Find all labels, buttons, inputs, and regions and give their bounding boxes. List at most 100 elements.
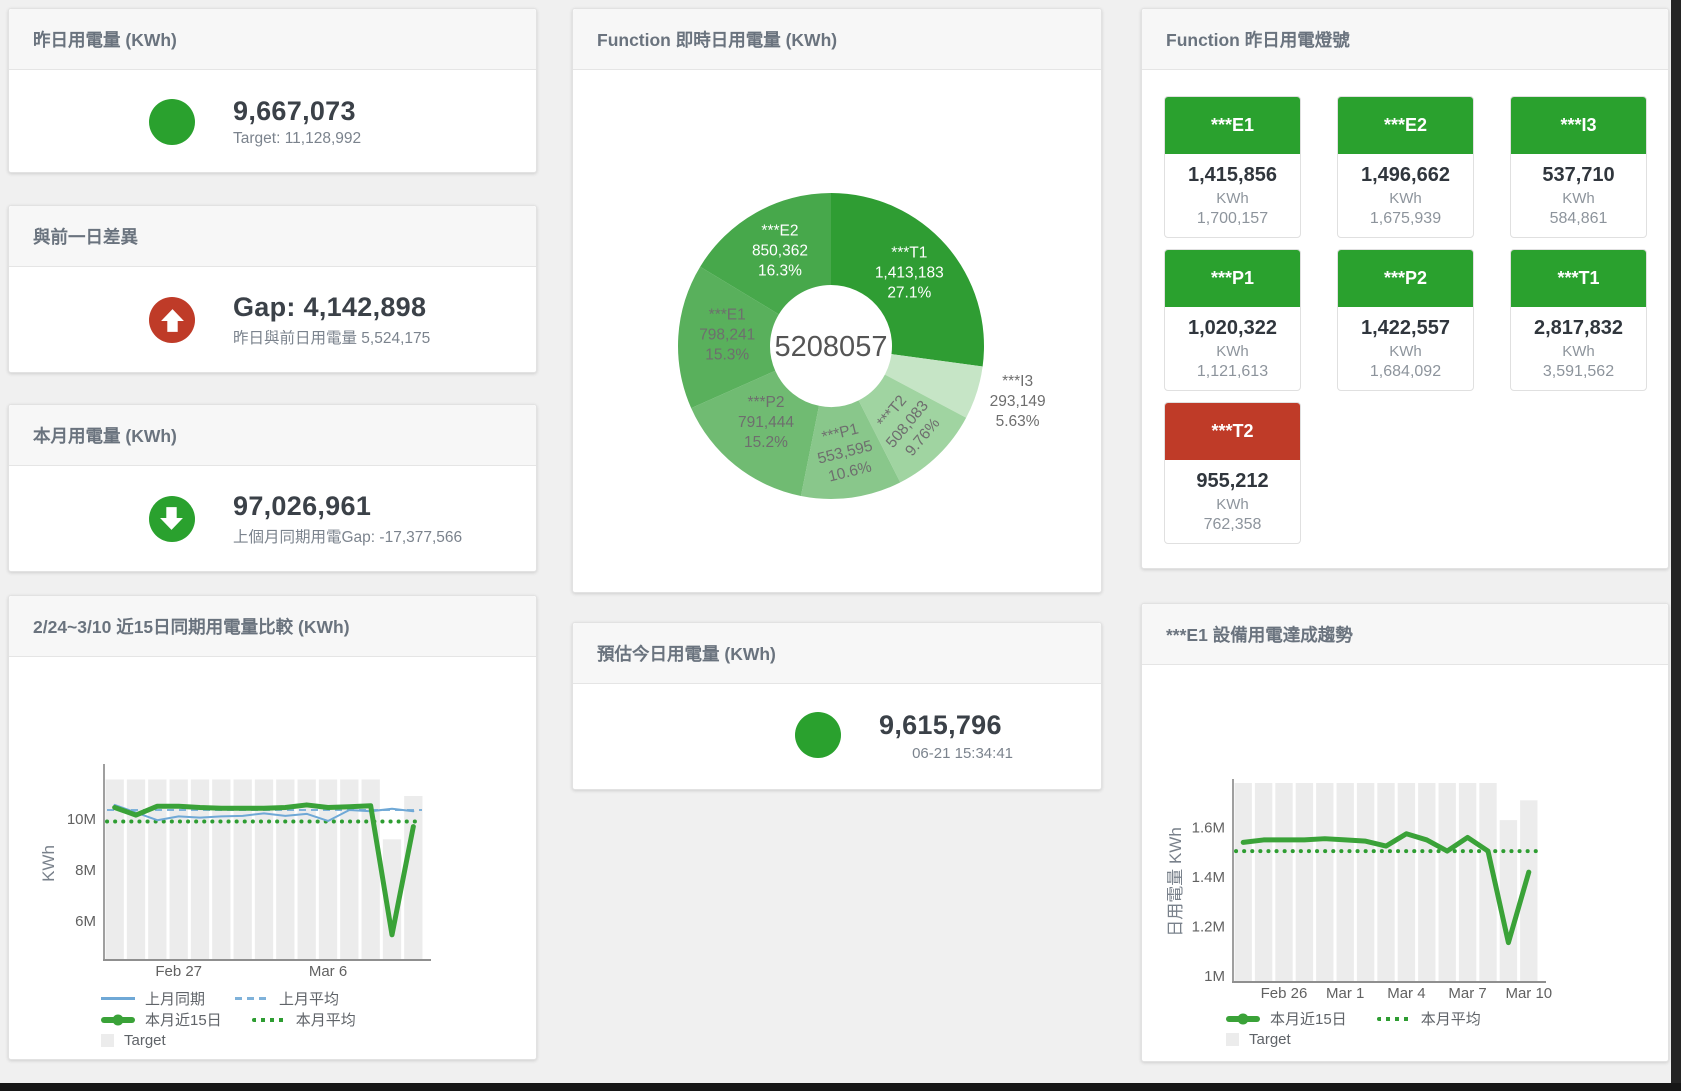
target-bar — [1499, 820, 1518, 981]
card-title: 預估今日用電量 (KWh) — [573, 623, 1101, 684]
arrow-down-icon — [149, 496, 195, 542]
target-bar — [1316, 783, 1334, 981]
legend-item-thick[interactable]: 本月近15日 — [1226, 1008, 1347, 1029]
target-bar — [1520, 800, 1538, 981]
light-tile-unit: KWh — [1216, 190, 1249, 207]
target-bar — [1418, 783, 1436, 981]
kpi-value: Gap: 4,142,898 — [233, 292, 427, 322]
x-tick-label: Mar 4 — [1387, 985, 1425, 1002]
donut-slice-T2[interactable] — [858, 374, 967, 483]
card-realtime-donut: Function 即時日用電量 (KWh) ***T1 1,413,183 27.1… — [572, 8, 1102, 593]
donut-label: ***P2 791,444 15.2% — [738, 394, 794, 451]
light-tile-value: 1,422,557 — [1361, 317, 1450, 339]
target-bar — [1275, 783, 1293, 981]
light-tile-header: ***E2 — [1338, 97, 1473, 154]
card-title: ***E1 設備用電達成趨勢 — [1142, 604, 1668, 665]
x-tick-label: Feb 26 — [1261, 985, 1308, 1002]
kpi-timestamp: 06-21 15:34:41 — [912, 745, 1013, 762]
series-line — [113, 803, 415, 822]
card-title-text: 預估今日用電量 (KWh) — [597, 643, 776, 664]
donut-slice-E1[interactable] — [678, 266, 779, 409]
kpi-body: 9,615,796 06-21 15:34:41 — [573, 684, 1101, 790]
target-bar — [1438, 783, 1456, 981]
legend-item-dots[interactable]: 本月平均 — [251, 1009, 356, 1030]
legend-item-dots[interactable]: 本月平均 — [1376, 1008, 1481, 1029]
light-tile-header: ***E1 — [1165, 97, 1300, 154]
donut-slice-P1[interactable] — [800, 400, 901, 499]
series-line — [112, 802, 416, 938]
card-yesterday-lights: Function 昨日用電燈號 ***E1 1,415,856 KWh 1,700,1… — [1141, 8, 1669, 569]
legend-swatch — [101, 1034, 114, 1047]
legend-item-thick[interactable]: 本月近15日 — [101, 1009, 222, 1030]
kpi-value: 9,615,796 — [879, 710, 1002, 740]
target-bar — [1479, 783, 1497, 981]
target-bar — [340, 779, 359, 959]
light-tile-unit: KWh — [1562, 190, 1595, 207]
card-day-gap: 與前一日差異 Gap: 4,142,898 昨日與前日用電量 5,524,175 — [8, 205, 537, 373]
light-tile-value: 1,415,856 — [1188, 164, 1277, 186]
light-tile-value: 955,212 — [1196, 470, 1269, 492]
target-bar — [276, 779, 295, 959]
legend-item-box[interactable]: Target — [101, 1032, 166, 1049]
card-title-text: 2/24~3/10 近15日同期用電量比較 (KWh) — [33, 616, 350, 637]
card-yesterday-usage: 昨日用電量 (KWh) 9,667,073 Target: 11,128,992 — [8, 8, 537, 173]
realtime-usage-donut-chart[interactable]: ***T1 1,413,183 27.1%***I3 293,149 5.63%***T… — [573, 69, 1103, 592]
target-bar — [1254, 783, 1273, 981]
target-bar — [254, 779, 274, 959]
light-tile-value: 1,020,322 — [1188, 317, 1277, 339]
target-bar — [126, 779, 146, 959]
legend-item-line[interactable]: 上月同期 — [101, 988, 205, 1009]
card-title-text: Function 即時日用電量 (KWh) — [597, 29, 838, 50]
card-e1-trend-chart: ***E1 設備用電達成趨勢 1M 1.2M 1.4M 1.6M Feb 26 Mar 1… — [1141, 603, 1669, 1062]
target-bar — [1234, 783, 1252, 981]
light-tile-target: 1,675,939 — [1369, 210, 1442, 227]
light-tile-value: 2,817,832 — [1534, 317, 1623, 339]
donut-center-total: 5208057 — [775, 331, 888, 363]
card-title-text: Function 昨日用電燈號 — [1166, 29, 1350, 50]
light-tile-target: 3,591,562 — [1542, 363, 1615, 380]
legend-label: 上月同期 — [145, 991, 206, 1008]
y-tick-label: 1M — [1204, 968, 1225, 985]
light-tile-target: 1,700,157 — [1196, 210, 1269, 227]
donut-slice-I3[interactable] — [884, 354, 983, 418]
light-tile-header: ***P1 — [1165, 250, 1300, 307]
donut-label: ***E2 850,362 16.3% — [752, 222, 808, 279]
card-title: Function 昨日用電燈號 — [1142, 9, 1668, 70]
target-bar — [105, 779, 124, 959]
light-tile-header: ***I3 — [1511, 97, 1646, 154]
compare-line-chart[interactable]: 6M 8M 10M Feb 27 Mar 6 KWh — [9, 658, 538, 994]
donut-slice-T1[interactable] — [831, 193, 984, 367]
light-tile-target: 1,121,613 — [1196, 363, 1269, 380]
target-bar — [1458, 783, 1477, 981]
legend-label: Target — [124, 1032, 166, 1049]
legend-label: 本月近15日 — [145, 1012, 222, 1029]
legend-item-dash[interactable]: 上月平均 — [235, 988, 339, 1009]
screen-edge — [0, 1083, 1681, 1091]
target-bar — [212, 779, 231, 959]
legend-item-box[interactable]: Target — [1226, 1031, 1291, 1048]
donut-label: ***E1 798,241 15.3% — [699, 306, 755, 363]
card-title-text: 與前一日差異 — [33, 226, 138, 247]
legend-label: 本月平均 — [295, 1012, 356, 1029]
legend-swatch — [101, 997, 135, 1000]
e1-trend-line-chart[interactable]: 1M 1.2M 1.4M 1.6M Feb 26 Mar 1 Mar 4 Mar 7 Mar 1… — [1142, 666, 1670, 1006]
legend-swatch — [101, 1014, 135, 1025]
series-line — [1240, 831, 1532, 946]
target-bar — [1336, 783, 1354, 981]
x-tick-label: Mar 6 — [309, 963, 347, 980]
legend-label: 上月平均 — [279, 991, 340, 1008]
kpi-body: 97,026,961 上個月同期用電Gap: -17,377,566 — [9, 466, 536, 572]
card-title: 2/24~3/10 近15日同期用電量比較 (KWh) — [9, 596, 536, 657]
target-bar — [404, 796, 423, 959]
donut-slice-E2[interactable] — [700, 193, 831, 315]
card-title: 本月用電量 (KWh) — [9, 405, 536, 466]
scrollbar[interactable] — [1671, 0, 1681, 1091]
donut-slice-P2[interactable] — [691, 370, 820, 497]
light-tile-value: 537,710 — [1542, 164, 1615, 186]
arrow-up-icon — [149, 297, 195, 343]
target-bar — [169, 779, 188, 959]
light-tile-target: 1,684,092 — [1369, 363, 1442, 380]
kpi-body: 9,667,073 Target: 11,128,992 — [9, 70, 536, 173]
kpi-subtext: 昨日與前日用電量 5,524,175 — [233, 330, 431, 347]
target-bar — [1377, 783, 1395, 981]
